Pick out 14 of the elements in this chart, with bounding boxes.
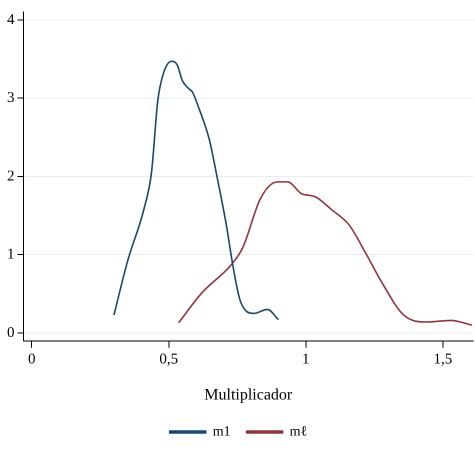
x-tick-label: 1 (302, 352, 310, 368)
x-tick-label: 0 (28, 352, 36, 368)
x-axis-title: Multiplicador (204, 386, 293, 404)
legend-label: mℓ (290, 424, 308, 440)
y-tick-label: 3 (7, 90, 14, 106)
y-tick-label: 4 (7, 12, 15, 28)
y-tick-label: 2 (7, 168, 14, 184)
y-tick-label: 1 (7, 246, 14, 263)
x-tick-label: 0,5 (159, 352, 178, 368)
y-tick-label: 0 (7, 324, 14, 341)
line-series (113, 60, 280, 320)
x-tick-label: 1,5 (433, 352, 452, 368)
line-series (178, 181, 473, 326)
legend-label: m1 (212, 424, 231, 440)
